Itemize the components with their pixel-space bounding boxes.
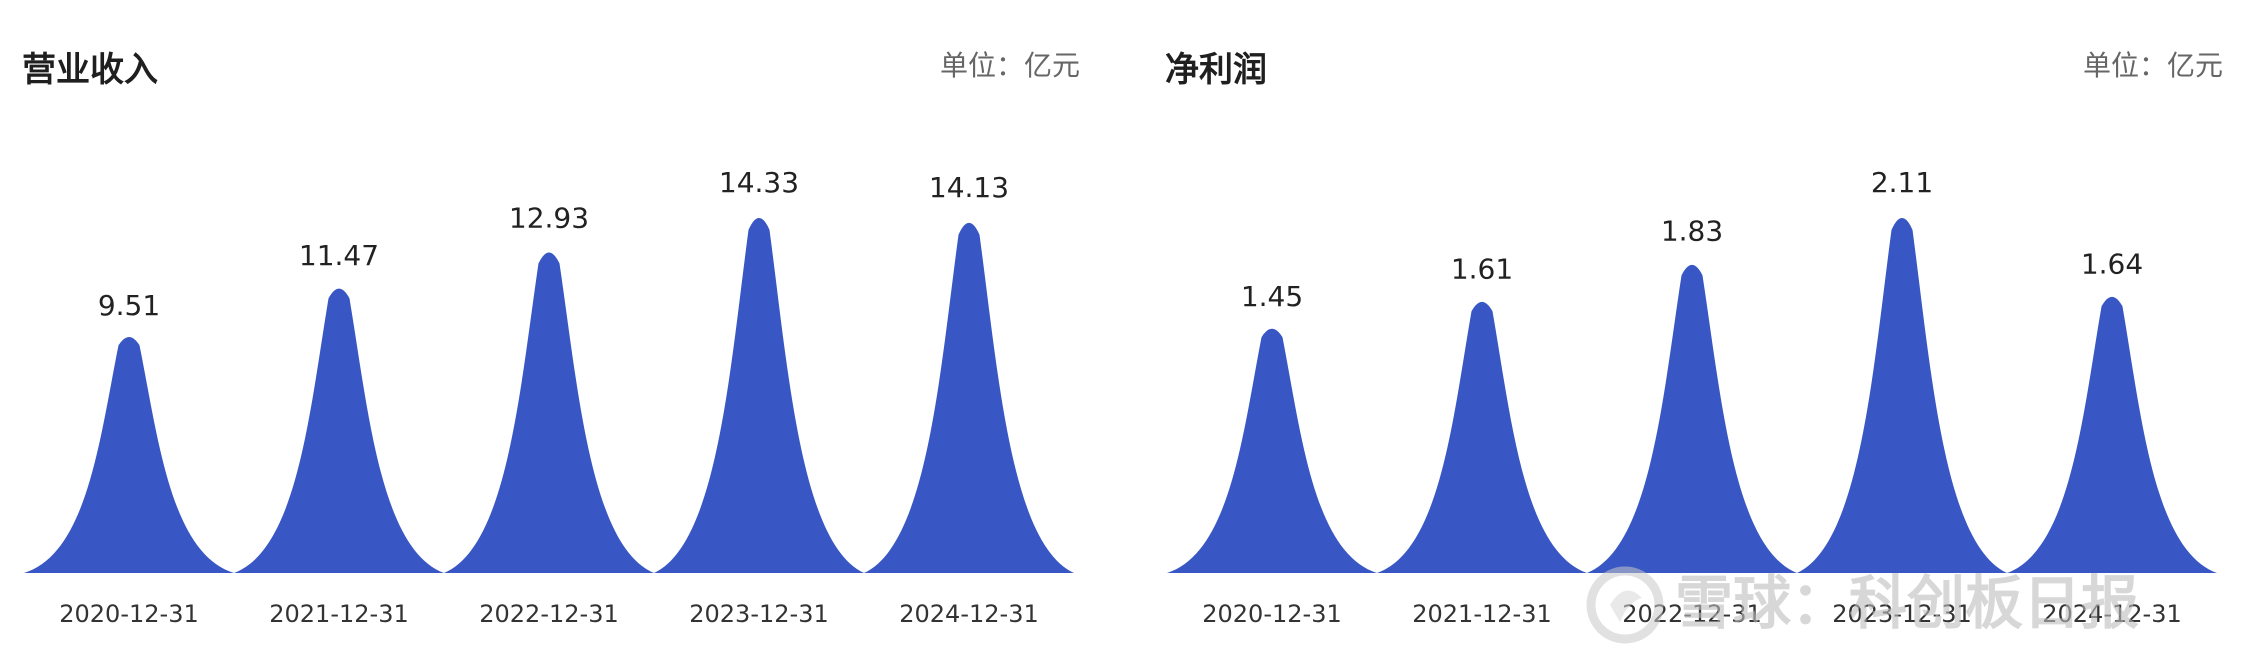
net-profit-panel: 净利润 单位：亿元 1.45 2020-12-31 1.61 2021-12-31 1.…	[1165, 0, 2245, 670]
x-tick-2023-12-31: 2023-12-31	[1832, 600, 1971, 628]
x-tick-2023-12-31: 2023-12-31	[689, 600, 828, 628]
bar-2023-12-31	[1797, 217, 2007, 573]
x-tick-2020-12-31: 2020-12-31	[59, 600, 198, 628]
bar-2020-12-31	[1167, 328, 1377, 573]
data-label-2023-12-31: 2.11	[1871, 166, 1933, 199]
bar-2020-12-31	[24, 337, 234, 573]
data-label-2022-12-31: 1.83	[1661, 214, 1723, 247]
data-label-2021-12-31: 1.61	[1451, 252, 1513, 285]
watermark-text: 雪球：科创板日报	[1675, 569, 2139, 637]
snowball-icon	[1586, 566, 1664, 644]
net-profit-unit-label: 单位：亿元	[2082, 49, 2223, 82]
data-label-2020-12-31: 9.51	[98, 289, 160, 322]
bar-2021-12-31	[234, 288, 444, 573]
bar-2024-12-31	[2007, 296, 2217, 573]
net-profit-chart: 1.45 2020-12-31 1.61 2021-12-31 1.83 2022-12-…	[1167, 166, 2217, 628]
x-tick-2021-12-31: 2021-12-31	[1412, 600, 1551, 628]
bar-2024-12-31	[864, 222, 1074, 573]
watermark-logo: 雪球：科创板日报	[1586, 566, 2139, 644]
revenue-title: 营业收入	[22, 50, 158, 90]
x-tick-2022-12-31: 2022-12-31	[479, 600, 618, 628]
data-label-2023-12-31: 14.33	[719, 166, 799, 199]
x-tick-2024-12-31: 2024-12-31	[899, 600, 1038, 628]
data-label-2024-12-31: 1.64	[2081, 247, 2143, 280]
x-tick-2024-12-31: 2024-12-31	[2042, 600, 2181, 628]
data-label-2024-12-31: 14.13	[929, 171, 1009, 204]
data-label-2020-12-31: 1.45	[1241, 280, 1303, 313]
bar-2023-12-31	[654, 217, 864, 573]
data-label-2021-12-31: 11.47	[299, 239, 379, 272]
data-label-2022-12-31: 12.93	[509, 202, 589, 235]
bar-2022-12-31	[444, 252, 654, 573]
x-tick-2022-12-31: 2022-12-31	[1622, 600, 1761, 628]
revenue-chart: 9.51 2020-12-31 11.47 2021-12-31 12.93 2022-1…	[24, 166, 1074, 628]
bar-2022-12-31	[1587, 264, 1797, 573]
x-tick-2020-12-31: 2020-12-31	[1202, 600, 1341, 628]
x-tick-2021-12-31: 2021-12-31	[269, 600, 408, 628]
bar-2021-12-31	[1377, 301, 1587, 573]
net-profit-title: 净利润	[1165, 50, 1267, 90]
revenue-unit-label: 单位：亿元	[939, 49, 1080, 82]
revenue-panel: 营业收入 单位：亿元 9.51 2020-12-31 11.47 2021-12-31…	[22, 0, 1102, 670]
